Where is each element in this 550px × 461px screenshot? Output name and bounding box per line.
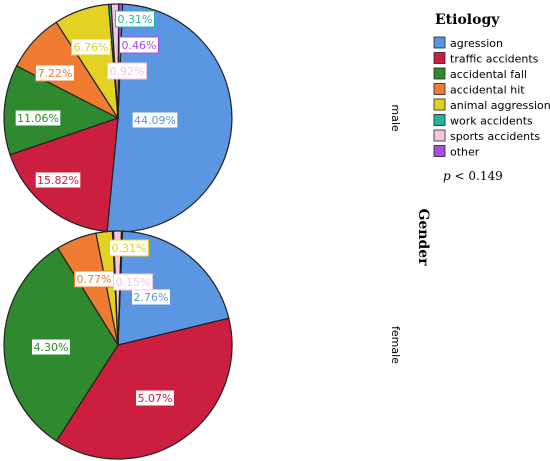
legend-swatch [433,36,446,49]
slice-label-text: 0.31% [118,13,153,26]
slice-label-male-animal-aggression: 6.76% [71,38,111,56]
slice-label-box [115,10,155,28]
slice-label-male-agression: 44.09% [131,111,179,129]
p-value-note: p < 0.149 [443,169,503,183]
slice-label-box [14,109,62,127]
slice-label-box [107,62,147,80]
slice-label-box [71,38,111,56]
legend-swatch [433,52,446,64]
slice-label-text: 5.07% [138,392,173,405]
slice-female-traffic-accidents [55,317,233,460]
slice-label-text: 44.09% [134,114,176,127]
legend-label: accidental fall [450,68,527,81]
legend-label: work accidents [450,115,533,128]
legend-items: agression traffic accidents accidental fal… [433,36,550,159]
legend-item-other: other [433,145,480,159]
slice-label-box [109,239,149,257]
legend-swatch [433,114,446,126]
legend-label: animal aggression [450,99,550,112]
slice-label-box [34,171,82,189]
slice-label-female-agression: 2.76% [131,288,171,306]
slice-label-text: 11.06% [17,112,59,125]
slice-label-text: 0.92% [110,65,145,78]
legend-item-sports-accidents: sports accidents [433,129,540,143]
p-value-text: < 0.149 [451,169,503,183]
slice-male-other [117,3,124,119]
legend-swatch [433,83,446,95]
slice-label-box [119,36,159,54]
slice-label-male-other: 0.46% [119,36,159,54]
slice-label-text: 0.46% [122,39,157,52]
slice-label-male-accidental-fall: 11.06% [14,109,62,127]
slice-label-female-accidental-hit: 0.77% [74,270,114,288]
slice-label-female-sports-accidents: 0.15% [113,273,153,291]
slice-label-text: 0.77% [77,273,112,286]
legend: Etiology agression traffic accidents accid… [433,12,550,183]
slice-label-male-traffic-accidents: 15.82% [34,171,82,189]
panel-label-female: female [389,326,402,364]
legend-title: Etiology [435,12,500,28]
slice-label-text: 4.30% [34,341,69,354]
slice-label-text: 2.76% [134,291,169,304]
legend-item-animal-aggression: animal aggression [433,98,550,112]
slice-label-female-traffic-accidents: 5.07% [135,389,175,407]
slice-label-box [135,389,175,407]
slice-label-text: 15.82% [37,174,79,187]
slice-label-female-animal-aggression: 0.31% [109,239,149,257]
legend-item-accidental-fall: accidental fall [433,67,527,81]
p-symbol: p [443,169,451,183]
slice-label-male-sports-accidents: 0.92% [107,62,147,80]
slice-label-box [113,273,153,291]
legend-item-work-accidents: work accidents [433,114,533,128]
slice-female-agression [117,230,230,346]
legend-item-agression: agression [433,36,503,50]
legend-swatch [433,129,446,142]
slice-label-box [31,338,71,356]
legend-label: sports accidents [450,130,540,143]
slice-label-male-accidental-hit: 7.22% [35,64,75,82]
slice-label-text: 6.76% [74,41,109,54]
legend-label: agression [450,37,503,50]
slice-label-male-work-accidents: 0.31% [115,10,155,28]
slice-label-text: 0.15% [116,276,151,289]
slice-labels-layer: 44.09% 15.82% 11.06% 7.22%6.76% 0.31% 0.92% 0.… [14,10,179,407]
legend-item-accidental-hit: accidental hit [433,83,525,97]
slice-label-box [35,64,75,82]
slice-label-box [131,111,179,129]
legend-item-traffic-accidents: traffic accidents [433,52,539,66]
legend-swatch [433,67,446,80]
legend-swatch [433,98,446,111]
slice-label-female-accidental-fall: 4.30% [31,338,71,356]
panel-label-male: male [389,104,402,132]
legend-label: other [450,146,480,159]
gender-axis-label: Gender [415,208,431,266]
slice-label-text: 0.31% [112,242,147,255]
slice-label-text: 7.22% [38,67,73,80]
legend-label: accidental hit [450,84,525,97]
legend-label: traffic accidents [450,53,539,66]
legend-swatch [433,145,446,157]
